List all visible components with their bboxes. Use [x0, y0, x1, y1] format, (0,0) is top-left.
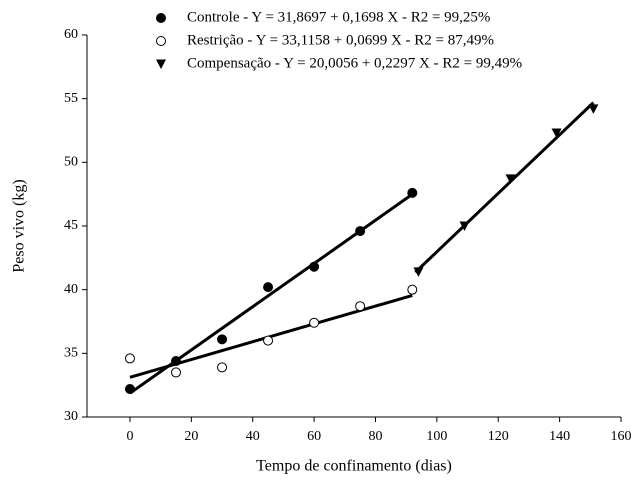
x-tick-label: 100	[426, 429, 447, 444]
data-point	[407, 187, 418, 198]
data-point	[171, 367, 181, 378]
legend-label: Controle - Y = 31,8697 + 0,1698 X - R2 =…	[187, 9, 490, 25]
legend-label: Compensação - Y = 20,0056 + 0,2297 X - R…	[187, 55, 522, 71]
x-tick-label: 0	[126, 429, 133, 444]
data-point	[407, 284, 418, 295]
data-point	[309, 261, 320, 272]
data-point	[588, 104, 599, 114]
x-tick-label: 120	[488, 429, 509, 444]
legend-marker	[156, 36, 166, 46]
x-tick-label: 40	[246, 429, 260, 444]
data-point	[551, 128, 562, 139]
data-point	[217, 362, 228, 373]
data-point	[263, 335, 274, 346]
data-point	[124, 383, 135, 394]
data-point	[505, 174, 516, 184]
legend-label: Restrição - Y = 33,1158 + 0,0699 X - R2 …	[187, 32, 494, 48]
data-point	[355, 301, 366, 312]
data-point	[124, 353, 135, 364]
y-tick-label: 35	[64, 346, 78, 361]
y-tick-label: 30	[64, 409, 78, 424]
data-point	[263, 282, 274, 293]
data-point	[217, 334, 228, 345]
trend-line	[129, 293, 413, 379]
data-point	[459, 221, 470, 231]
y-tick-label: 45	[64, 218, 78, 233]
y-tick-label: 55	[64, 91, 78, 106]
y-tick-label: 50	[64, 155, 78, 170]
data-point	[309, 317, 320, 328]
y-tick-label: 40	[64, 282, 78, 297]
x-tick-label: 140	[549, 429, 570, 444]
legend-marker	[156, 13, 166, 23]
y-axis-label: Peso vivo (kg)	[11, 179, 28, 272]
x-tick-label: 80	[368, 429, 382, 444]
x-tick-label: 160	[611, 429, 631, 444]
x-axis-label: Tempo de confinamento (dias)	[256, 458, 452, 475]
data-point	[355, 226, 366, 237]
x-tick-label: 60	[307, 429, 321, 444]
legend-marker	[156, 59, 166, 69]
x-tick-label: 20	[184, 429, 198, 444]
trend-line	[414, 101, 595, 274]
y-tick-label: 60	[64, 27, 78, 42]
data-point	[413, 267, 424, 277]
